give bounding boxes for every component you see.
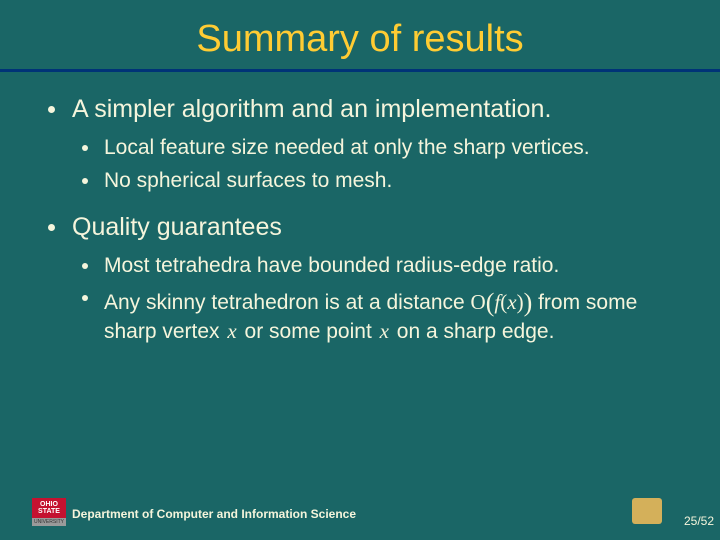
slide-title: Summary of results xyxy=(30,18,690,61)
content-area: A simpler algorithm and an implementatio… xyxy=(0,72,720,540)
logo-text: STATE xyxy=(38,508,60,515)
title-area: Summary of results xyxy=(0,0,720,69)
list-item: Any skinny tetrahedron is at a distance … xyxy=(72,285,676,345)
math-expression: O(f(x)) xyxy=(471,290,533,314)
secondary-logo xyxy=(632,498,662,524)
logo-gray-bar: UNIVERSITY xyxy=(32,518,66,526)
list-item: No spherical surfaces to mesh. xyxy=(72,168,676,194)
footer: OHIO STATE UNIVERSITY Department of Comp… xyxy=(0,494,720,530)
department-label: Department of Computer and Information S… xyxy=(72,507,356,521)
logo-text: OHIO xyxy=(40,501,58,508)
bullet-text: No spherical surfaces to mesh. xyxy=(104,169,392,192)
text-segment: Any skinny tetrahedron is at a distance xyxy=(104,291,471,314)
bullet-list-l2: Most tetrahedra have bounded radius-edge… xyxy=(72,253,676,345)
math-var: x xyxy=(378,319,391,343)
bullet-list-l1: A simpler algorithm and an implementatio… xyxy=(44,94,676,345)
list-item: Most tetrahedra have bounded radius-edge… xyxy=(72,253,676,279)
ohio-state-logo: OHIO STATE UNIVERSITY xyxy=(32,498,66,528)
bullet-text: Most tetrahedra have bounded radius-edge… xyxy=(104,254,559,277)
list-item: Quality guarantees Most tetrahedra have … xyxy=(44,212,676,345)
bullet-text: Any skinny tetrahedron is at a distance … xyxy=(104,291,637,343)
bullet-text: Quality guarantees xyxy=(72,213,282,241)
logo-red-box: OHIO STATE xyxy=(32,498,66,518)
list-item: A simpler algorithm and an implementatio… xyxy=(44,94,676,194)
text-segment: or some point xyxy=(239,320,378,343)
bullet-text: Local feature size needed at only the sh… xyxy=(104,136,590,159)
text-segment: on a sharp edge. xyxy=(391,320,554,343)
bullet-text: A simpler algorithm and an implementatio… xyxy=(72,95,551,123)
bullet-list-l2: Local feature size needed at only the sh… xyxy=(72,135,676,194)
slide: Summary of results A simpler algorithm a… xyxy=(0,0,720,540)
math-var: x xyxy=(225,319,238,343)
list-item: Local feature size needed at only the sh… xyxy=(72,135,676,161)
page-number: 25/52 xyxy=(684,514,714,528)
